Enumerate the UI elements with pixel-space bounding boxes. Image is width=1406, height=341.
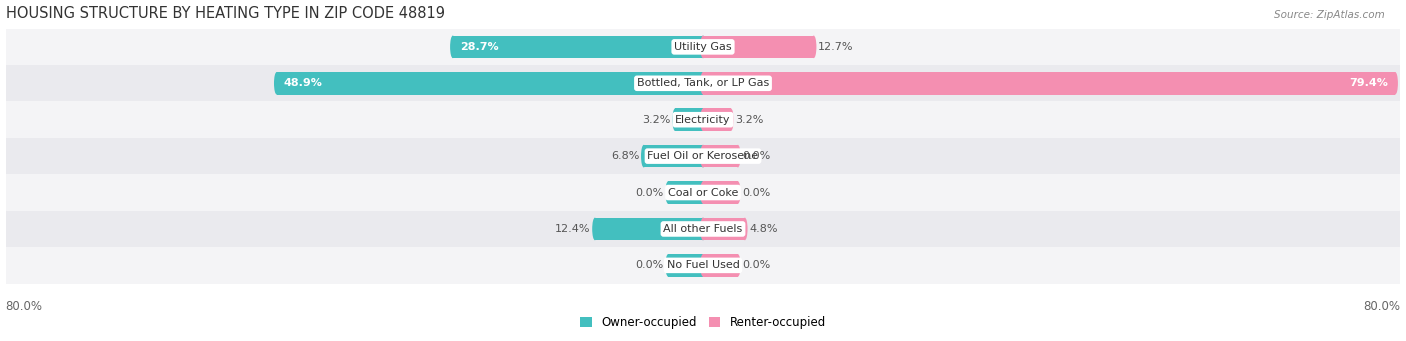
Circle shape [700,254,706,277]
Text: Source: ZipAtlas.com: Source: ZipAtlas.com [1274,10,1385,20]
Text: 4.8%: 4.8% [749,224,778,234]
Circle shape [1,138,10,174]
Text: 6.8%: 6.8% [612,151,640,161]
Circle shape [1396,102,1405,138]
Circle shape [700,218,706,240]
Text: Electricity: Electricity [675,115,731,125]
Bar [668,181,703,204]
Bar [453,35,703,58]
Text: 12.7%: 12.7% [818,42,853,52]
Text: 3.2%: 3.2% [643,115,671,125]
Circle shape [1396,174,1405,211]
Bar [6,102,1400,138]
Text: Bottled, Tank, or LP Gas: Bottled, Tank, or LP Gas [637,78,769,88]
Text: No Fuel Used: No Fuel Used [666,261,740,270]
Circle shape [700,72,706,94]
Text: 80.0%: 80.0% [6,300,42,313]
Circle shape [700,254,706,277]
Circle shape [1396,65,1405,102]
Circle shape [1,211,10,247]
Circle shape [592,218,598,240]
Circle shape [450,35,456,58]
Circle shape [1,65,10,102]
Circle shape [700,72,706,94]
Bar [703,254,738,277]
Circle shape [700,218,706,240]
Bar [703,218,745,240]
Text: 0.0%: 0.0% [636,188,664,197]
Circle shape [641,145,647,167]
Text: 28.7%: 28.7% [460,42,498,52]
Text: 79.4%: 79.4% [1350,78,1388,88]
Circle shape [700,35,706,58]
Bar [668,254,703,277]
Bar [675,108,703,131]
Circle shape [700,145,706,167]
Circle shape [1,174,10,211]
Text: 0.0%: 0.0% [636,261,664,270]
Circle shape [700,181,706,204]
Bar [703,145,738,167]
Bar [277,72,703,94]
Text: 12.4%: 12.4% [555,224,591,234]
Circle shape [700,108,706,131]
Circle shape [735,145,741,167]
Circle shape [1396,247,1405,284]
Text: All other Fuels: All other Fuels [664,224,742,234]
Bar [6,65,1400,102]
Bar [6,247,1400,284]
Circle shape [735,181,741,204]
Circle shape [665,254,671,277]
Circle shape [665,181,671,204]
Bar [6,211,1400,247]
Circle shape [728,108,734,131]
Text: 80.0%: 80.0% [1364,300,1400,313]
Text: HOUSING STRUCTURE BY HEATING TYPE IN ZIP CODE 48819: HOUSING STRUCTURE BY HEATING TYPE IN ZIP… [6,5,444,20]
Bar [703,35,814,58]
Circle shape [1396,29,1405,65]
Circle shape [1396,138,1405,174]
Circle shape [672,108,678,131]
Text: Utility Gas: Utility Gas [675,42,731,52]
Circle shape [1,29,10,65]
Circle shape [700,181,706,204]
Circle shape [1396,211,1405,247]
Circle shape [811,35,817,58]
Circle shape [1392,72,1398,94]
Bar [6,29,1400,65]
Bar [703,181,738,204]
Circle shape [700,108,706,131]
Bar [595,218,703,240]
Circle shape [700,145,706,167]
Bar [6,174,1400,211]
Bar [703,72,1395,94]
Circle shape [1,102,10,138]
Circle shape [274,72,280,94]
Circle shape [742,218,748,240]
Circle shape [700,35,706,58]
Bar [6,138,1400,174]
Legend: Owner-occupied, Renter-occupied: Owner-occupied, Renter-occupied [575,311,831,334]
Bar [644,145,703,167]
Circle shape [735,254,741,277]
Text: 0.0%: 0.0% [742,188,770,197]
Text: Coal or Coke: Coal or Coke [668,188,738,197]
Circle shape [1,247,10,284]
Text: Fuel Oil or Kerosene: Fuel Oil or Kerosene [647,151,759,161]
Text: 0.0%: 0.0% [742,151,770,161]
Text: 0.0%: 0.0% [742,261,770,270]
Bar [703,108,731,131]
Text: 48.9%: 48.9% [284,78,322,88]
Text: 3.2%: 3.2% [735,115,763,125]
